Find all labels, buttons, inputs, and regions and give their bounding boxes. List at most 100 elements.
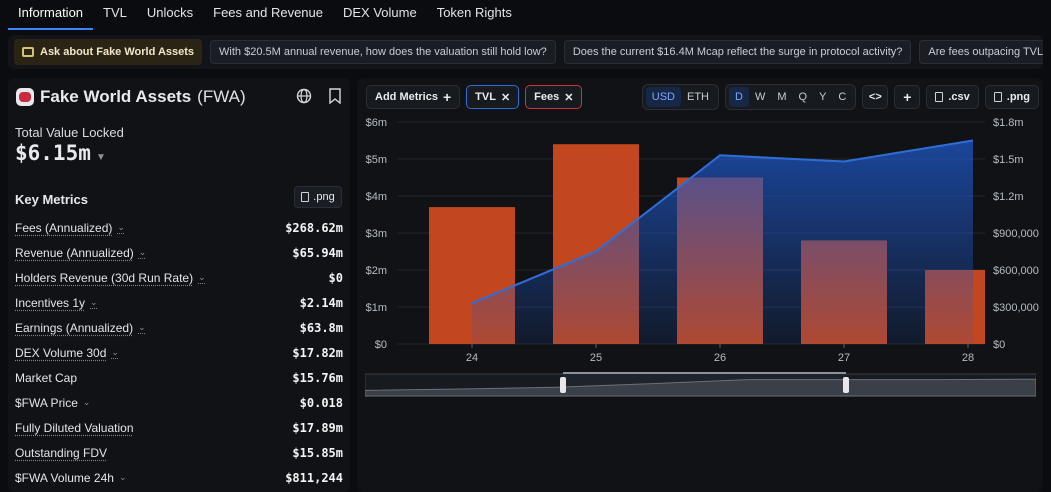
metric-row[interactable]: Fees (Annualized) ⌄ $268.62m (15, 215, 343, 240)
embed-button[interactable]: <> (862, 85, 889, 109)
metric-value: $17.82m (292, 345, 343, 360)
chevron-down-icon[interactable]: ⌄ (111, 347, 119, 357)
metric-name: $FWA Price ⌄ (15, 396, 90, 410)
currency-eth[interactable]: ETH (686, 91, 709, 103)
metric-row[interactable]: Earnings (Annualized) ⌄ $63.8m (15, 315, 343, 340)
file-icon (935, 92, 944, 102)
left-axis-tick-label: $1m (366, 302, 387, 314)
metric-name: Earnings (Annualized) ⌄ (15, 321, 146, 335)
metric-name-text: Holders Revenue (30d Run Rate) (15, 270, 194, 285)
close-icon[interactable]: ✕ (500, 91, 511, 104)
tab-tvl[interactable]: TVL (103, 5, 127, 20)
metric-value: $15.76m (292, 370, 343, 385)
tab-information[interactable]: Information (8, 0, 94, 30)
tvl-area[interactable] (472, 140, 973, 345)
metric-row[interactable]: Incentives 1y ⌄ $2.14m (15, 290, 343, 315)
tab-fees-and-revenue[interactable]: Fees and Revenue (213, 5, 323, 20)
chevron-down-icon[interactable]: ⌄ (138, 247, 147, 257)
metric-row[interactable]: Holders Revenue (30d Run Rate) ⌄ $0 (15, 265, 343, 290)
metric-value: $811,244 (285, 470, 343, 485)
tvl-value[interactable]: $6.15m (15, 141, 91, 165)
tab-dex-volume[interactable]: DEX Volume (343, 5, 417, 20)
bookmark-icon[interactable] (328, 88, 346, 106)
right-axis-tick-label: $1.8m (993, 117, 1024, 129)
plus-icon: + (903, 89, 912, 105)
key-metrics-png-button[interactable]: .png (294, 186, 342, 208)
right-axis-tick-label: $600,000 (993, 265, 1039, 277)
metric-row[interactable]: Market Cap $15.76m (15, 365, 343, 390)
plus-icon: + (442, 89, 452, 105)
tvl-fees-chart[interactable]: $6m $5m $4m $3m $2m $1m $0 $1.8m $1.5m $1.2m $900,… (357, 116, 1043, 416)
metric-name-text: Incentives 1y (15, 295, 86, 310)
metric-value: $15.85m (292, 445, 343, 460)
chevron-down-icon[interactable]: ▼ (96, 152, 106, 163)
chevron-down-icon[interactable]: ⌄ (90, 297, 98, 307)
left-axis-tick-label: $3m (366, 228, 387, 240)
currency-usd[interactable]: USD (645, 87, 681, 107)
fees-chip[interactable]: Fees ✕ (525, 85, 583, 109)
x-axis-tick-label: 27 (838, 352, 850, 364)
chart-toolbar: Add Metrics + TVL ✕ Fees ✕ USD ETH D W M… (366, 84, 1039, 110)
metric-name-text: Revenue (Annualized) (15, 245, 134, 260)
period-c[interactable]: C (838, 91, 847, 103)
add-metrics-button[interactable]: Add Metrics + (366, 85, 461, 109)
chevron-down-icon[interactable]: ⌄ (82, 397, 91, 407)
period-y[interactable]: Y (819, 91, 827, 103)
file-icon (301, 192, 310, 202)
metric-row[interactable]: DEX Volume 30d ⌄ $17.82m (15, 340, 343, 365)
add-button[interactable]: + (894, 85, 921, 109)
tab-unlocks[interactable]: Unlocks (146, 5, 194, 20)
png-button[interactable]: .png (984, 85, 1039, 109)
chevron-down-icon[interactable]: ⌄ (198, 272, 206, 282)
key-metrics-title: Key Metrics (15, 192, 88, 207)
period-toggle: D W M Q Y C (724, 84, 857, 110)
metric-value: $65.94m (292, 245, 343, 260)
asset-title: Fake World Assets (FWA) (16, 86, 346, 108)
x-axis-tick-label: 24 (466, 352, 478, 364)
x-axis-tick-label: 25 (590, 352, 602, 364)
chevron-down-icon[interactable]: ⌄ (118, 472, 127, 482)
metric-name: DEX Volume 30d ⌄ (15, 346, 119, 360)
range-handle-left[interactable] (560, 377, 566, 393)
metric-value: $0 (328, 270, 343, 285)
tvl-chip-label: TVL (475, 91, 496, 103)
right-axis-tick-label: $0 (993, 339, 1005, 351)
ask-prompt-3[interactable]: Are fees outpacing TVL growth sugg (919, 40, 1043, 64)
metric-row[interactable]: Outstanding FDV $15.85m (15, 440, 343, 465)
ask-prompt-2[interactable]: Does the current $16.4M Mcap reflect the… (563, 40, 912, 64)
tvl-line[interactable] (471, 139, 974, 305)
tvl-chip[interactable]: TVL ✕ (466, 85, 520, 109)
ask-prompt-1[interactable]: With $20.5M annual revenue, how does the… (210, 40, 556, 64)
metric-name: Incentives 1y ⌄ (15, 296, 98, 310)
metric-value: $2.14m (299, 295, 343, 310)
metric-name: Fully Diluted Valuation (15, 421, 134, 435)
chevron-down-icon[interactable]: ⌄ (138, 322, 146, 332)
left-axis-tick-label: $2m (366, 265, 387, 277)
metric-row[interactable]: $FWA Price ⌄ $0.018 (15, 390, 343, 415)
png-label: .png (1006, 91, 1030, 103)
tab-token-rights[interactable]: Token Rights (436, 5, 512, 20)
metric-name-text: Fully Diluted Valuation (15, 420, 134, 435)
fees-chip-label: Fees (534, 91, 560, 103)
period-d[interactable]: D (728, 87, 749, 107)
ask-main-button[interactable]: Ask about Fake World Assets (14, 39, 203, 65)
close-icon[interactable]: ✕ (564, 91, 574, 104)
metric-name-text: $FWA Volume 24h (15, 470, 114, 485)
metric-name: Fees (Annualized) ⌄ (15, 221, 125, 235)
range-drag-bar[interactable] (563, 369, 846, 374)
metric-row[interactable]: Revenue (Annualized) ⌄ $65.94m (15, 240, 343, 265)
period-q[interactable]: Q (798, 91, 808, 103)
metric-name-text: Fees (Annualized) (15, 220, 113, 235)
globe-icon[interactable] (296, 88, 314, 106)
period-w[interactable]: W (754, 91, 766, 103)
metric-value: $63.8m (299, 320, 343, 335)
range-handle-right[interactable] (843, 377, 849, 393)
metric-row[interactable]: Fully Diluted Valuation $17.89m (15, 415, 343, 440)
x-axis-tick-label: 28 (962, 352, 974, 364)
chart-range-scroller[interactable] (364, 369, 1037, 398)
period-m[interactable]: M (777, 91, 787, 103)
metric-row[interactable]: $FWA Volume 24h ⌄ $811,244 (15, 465, 343, 490)
csv-button[interactable]: .csv (926, 85, 979, 109)
page-tabs: Information TVL Unlocks Fees and Revenue… (0, 0, 1051, 30)
chevron-down-icon[interactable]: ⌄ (117, 222, 125, 232)
